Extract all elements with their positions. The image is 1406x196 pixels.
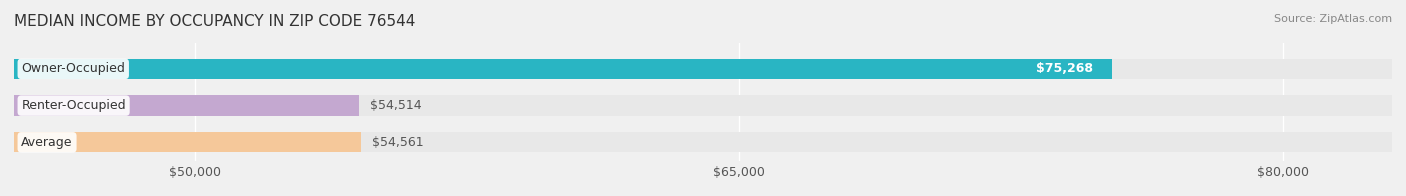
Text: $54,514: $54,514: [370, 99, 422, 112]
Text: Owner-Occupied: Owner-Occupied: [21, 62, 125, 75]
Text: MEDIAN INCOME BY OCCUPANCY IN ZIP CODE 76544: MEDIAN INCOME BY OCCUPANCY IN ZIP CODE 7…: [14, 14, 415, 29]
Bar: [14, 95, 359, 116]
Text: Average: Average: [21, 136, 73, 149]
Bar: [14, 132, 361, 152]
Bar: [14, 95, 1392, 116]
Bar: [14, 59, 1112, 79]
Bar: [14, 59, 1392, 79]
Text: Renter-Occupied: Renter-Occupied: [21, 99, 127, 112]
Bar: [14, 132, 1392, 152]
Text: $75,268: $75,268: [1036, 62, 1094, 75]
Text: Source: ZipAtlas.com: Source: ZipAtlas.com: [1274, 14, 1392, 24]
Text: $54,561: $54,561: [371, 136, 423, 149]
